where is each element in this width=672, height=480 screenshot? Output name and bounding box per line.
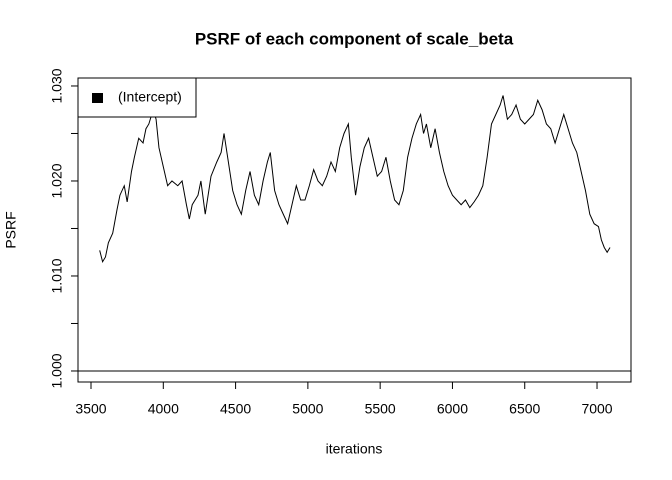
x-tick-label: 6500: [509, 401, 540, 417]
legend-swatch: [92, 93, 103, 103]
x-tick-label: 7000: [581, 401, 612, 417]
plot-frame: [77, 77, 632, 383]
legend-label: (Intercept): [118, 89, 182, 105]
x-tick-label: 4500: [220, 401, 251, 417]
x-tick-label: 3500: [75, 401, 106, 417]
data-line: [99, 95, 611, 264]
x-axis-label: iterations: [326, 441, 383, 457]
chart-title: PSRF of each component of scale_beta: [195, 29, 514, 48]
y-tick-label: 1.020: [49, 163, 65, 198]
x-tick-label: 6000: [437, 401, 468, 417]
x-tick-label: 5000: [292, 401, 323, 417]
y-tick-label: 1.030: [49, 68, 65, 103]
x-tick-label: 5500: [365, 401, 396, 417]
legend-box: [77, 77, 197, 118]
y-tick-label: 1.010: [49, 258, 65, 293]
y-tick-label: 1.000: [49, 353, 65, 388]
y-axis-label: PSRF: [3, 211, 19, 248]
x-tick-label: 4000: [148, 401, 179, 417]
